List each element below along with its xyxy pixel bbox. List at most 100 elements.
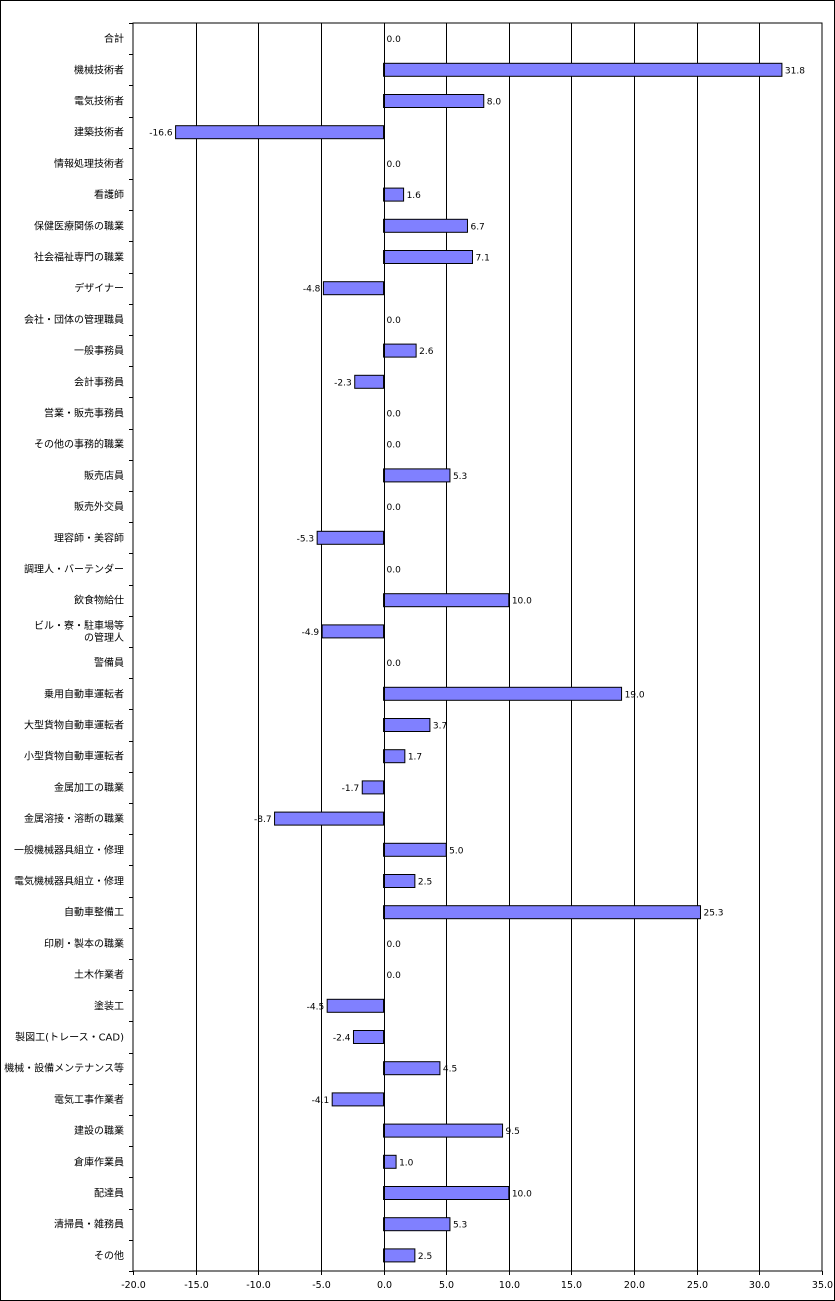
value-label: 2.5 xyxy=(418,878,432,888)
value-label: 2.5 xyxy=(418,1252,432,1262)
bar xyxy=(383,749,406,764)
category-label: その他の事務的職業 xyxy=(34,438,124,451)
bar xyxy=(383,718,431,732)
category-label: 合計 xyxy=(104,32,124,45)
bar xyxy=(383,218,468,233)
value-label: 3.7 xyxy=(433,722,447,732)
value-label: 10.0 xyxy=(512,1190,532,1200)
value-label: -16.6 xyxy=(149,129,173,139)
category-label: 小型貨物自動車運転者 xyxy=(24,750,124,763)
value-label: 10.0 xyxy=(512,597,532,607)
value-label: -4.9 xyxy=(302,628,320,638)
x-axis-tick-labels: -20.0 -15.0 -10.0 -5.0 0.0 5.0 10.0 15.0 20.0 25.… xyxy=(121,1280,833,1291)
bar xyxy=(383,250,473,264)
category-label: 調理人・バーテンダー xyxy=(24,563,124,576)
category-label: 印刷・製本の職業 xyxy=(44,937,124,950)
value-label: -2.4 xyxy=(333,1034,351,1044)
category-labels: 合計機械技術者電気技術者建築技術者情報処理技術者看護師保健医療関係の職業社会福祉… xyxy=(4,32,124,1262)
category-label: 情報処理技術者 xyxy=(54,157,124,170)
value-label: 0.0 xyxy=(387,35,402,45)
category-label: 販売外交員 xyxy=(74,500,124,513)
value-label: 0.0 xyxy=(387,971,402,981)
bar xyxy=(175,125,385,140)
value-label: 1.7 xyxy=(408,753,422,763)
category-label-line: ビル・寮・駐車場等 xyxy=(34,619,124,632)
value-label: -8.7 xyxy=(254,815,272,825)
value-label: 6.7 xyxy=(470,222,484,232)
bars xyxy=(175,23,783,1271)
category-label: 理容師・美容師 xyxy=(54,531,124,544)
category-label: 土木作業者 xyxy=(74,968,124,981)
value-label: 4.5 xyxy=(443,1065,457,1075)
bar xyxy=(331,1092,385,1107)
bar xyxy=(383,686,623,701)
category-label: 保健医療関係の職業 xyxy=(34,219,124,232)
category-label: 電気工事作業者 xyxy=(54,1093,124,1106)
category-label: 機械・設備メンテナンス等 xyxy=(4,1062,124,1075)
category-label: 一般事務員 xyxy=(74,344,124,357)
category-label: ビル・寮・駐車場等の管理人 xyxy=(34,619,124,644)
category-label: デザイナー xyxy=(74,282,124,295)
category-label: 倉庫作業員 xyxy=(74,1155,124,1168)
bar xyxy=(322,281,385,296)
bar xyxy=(321,624,385,639)
bar xyxy=(383,874,416,888)
value-labels: 0.0 31.8 8.0 -16.6 0.0 1.6 6.7 7.1 -4.8 0.0 2.6 -2.… xyxy=(149,35,805,1262)
x-tick-label: 35.0 xyxy=(812,1280,833,1291)
value-label: 0.0 xyxy=(387,410,402,420)
bar xyxy=(383,62,783,77)
category-label: 電気機械器具組立・修理 xyxy=(14,875,124,888)
bar xyxy=(383,1186,510,1200)
value-label: 5.3 xyxy=(453,1221,467,1231)
value-label: -5.3 xyxy=(297,534,315,544)
category-label: その他 xyxy=(94,1249,124,1262)
value-label: 0.0 xyxy=(387,940,402,950)
value-label: 0.0 xyxy=(387,659,402,669)
category-label: 看護師 xyxy=(94,188,124,201)
bar xyxy=(383,1123,504,1138)
category-label: 電気技術者 xyxy=(74,95,124,108)
value-label: -1.7 xyxy=(342,784,360,794)
value-label: 7.1 xyxy=(475,254,489,264)
value-label: 5.3 xyxy=(453,472,467,482)
x-tick-label: 0.0 xyxy=(377,1280,392,1291)
bar xyxy=(383,842,447,857)
bar xyxy=(274,811,385,826)
x-tick-label: 25.0 xyxy=(687,1280,708,1291)
bar xyxy=(352,1030,385,1044)
x-tick-label: -5.0 xyxy=(312,1280,331,1291)
value-label: 8.0 xyxy=(487,98,502,108)
category-label: 営業・販売事務員 xyxy=(44,407,124,420)
x-tick-label: 5.0 xyxy=(439,1280,454,1291)
category-label: 飲食物給仕 xyxy=(74,594,124,607)
category-label: 一般機械器具組立・修理 xyxy=(14,843,124,856)
value-label: 0.0 xyxy=(387,503,402,513)
value-label: -4.5 xyxy=(307,1002,325,1012)
value-label: 2.6 xyxy=(419,347,434,357)
value-label: 0.0 xyxy=(387,566,402,576)
bar xyxy=(361,780,385,795)
value-label: 1.0 xyxy=(399,1158,414,1168)
value-label: 1.6 xyxy=(407,191,422,201)
x-tick-label: -15.0 xyxy=(184,1280,209,1291)
value-label: -4.1 xyxy=(312,1096,330,1106)
grid-lines xyxy=(129,22,823,1275)
category-label: 製図工(トレース・CAD) xyxy=(15,1031,124,1044)
x-tick-label: -20.0 xyxy=(121,1280,146,1291)
value-label: 5.0 xyxy=(449,846,464,856)
value-label: -4.8 xyxy=(303,285,321,295)
category-label-line: の管理人 xyxy=(84,631,124,644)
category-label: 機械技術者 xyxy=(74,63,124,76)
bar xyxy=(383,343,417,358)
category-label: 建設の職業 xyxy=(74,1124,124,1137)
bar xyxy=(383,94,485,108)
category-label: 金属加工の職業 xyxy=(54,781,124,794)
value-label: 25.3 xyxy=(703,909,723,919)
x-tick-label: 30.0 xyxy=(749,1280,770,1291)
category-label: 乗用自動車運転者 xyxy=(44,687,124,700)
x-tick-label: 15.0 xyxy=(561,1280,582,1291)
category-label: 社会福祉専門の職業 xyxy=(34,251,124,264)
value-label: 0.0 xyxy=(387,160,402,170)
